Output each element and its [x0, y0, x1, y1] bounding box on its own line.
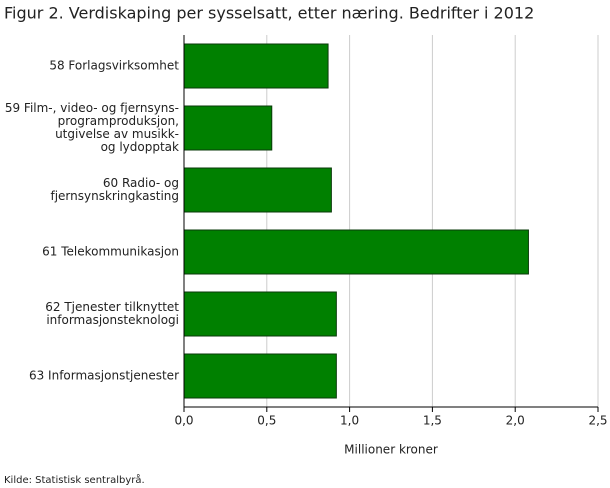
- y-tick-label: 59 Film-, video- og fjernsyns- programpr…: [4, 101, 179, 154]
- x-tick-label: 0,0: [174, 414, 193, 428]
- bar: [183, 43, 329, 89]
- bar: [183, 291, 337, 337]
- y-tick-label: 60 Radio- og fjernsynskringkasting: [50, 176, 179, 203]
- x-axis-label: Millioner kroner: [344, 443, 438, 457]
- x-tick-label: 1,5: [423, 414, 442, 428]
- y-tick-label: 63 Informasjonstjenester: [28, 368, 179, 383]
- y-tick-label: 61 Telekommunikasjon: [42, 244, 179, 259]
- bar: [183, 353, 337, 399]
- y-tick-label: 62 Tjenester tilknyttet informasjonstekn…: [45, 300, 179, 327]
- bar: [183, 105, 273, 151]
- x-tick-label: 2,0: [506, 414, 525, 428]
- x-tick-label: 2,5: [588, 414, 607, 428]
- x-tick-label: 0,5: [257, 414, 276, 428]
- bar: [183, 167, 332, 213]
- x-tick-label: 1,0: [340, 414, 359, 428]
- y-tick-label: 58 Forlagsvirksomhet: [49, 58, 179, 73]
- chart-title: Figur 2. Verdiskaping per sysselsatt, et…: [4, 4, 534, 23]
- source: Kilde: Statistisk sentralbyrå.: [4, 473, 145, 486]
- bar: [183, 229, 529, 275]
